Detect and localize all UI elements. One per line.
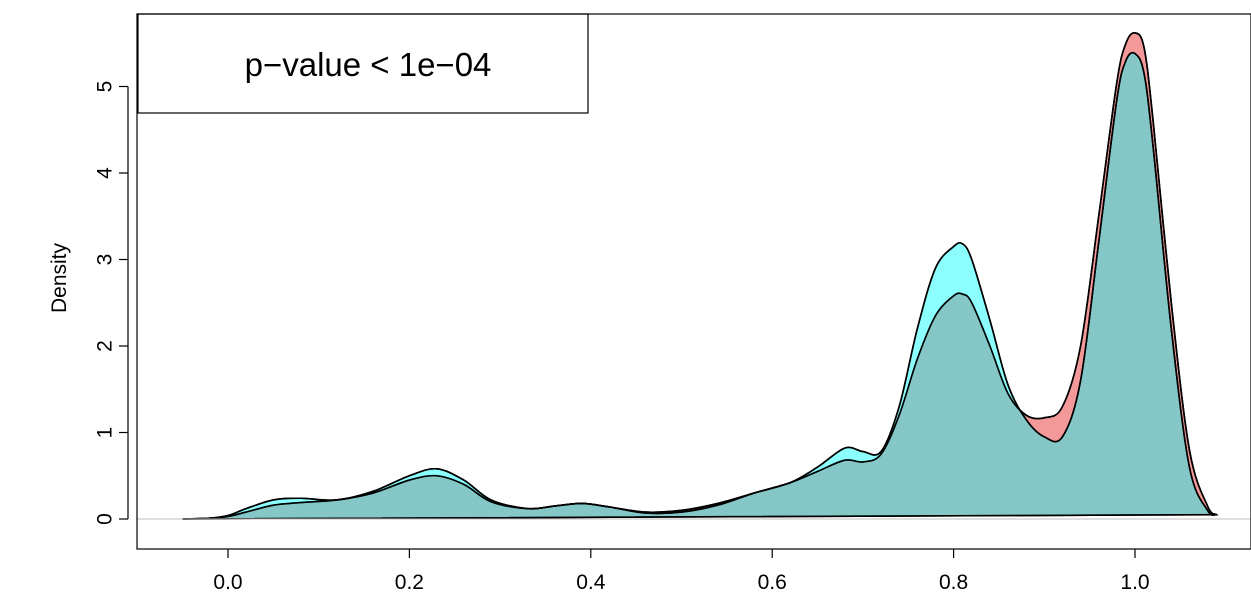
density-line-0 [182,31,1218,520]
y-tick-label: 2 [93,340,116,352]
overlay-lines [182,31,1218,520]
y-tick-label: 0 [93,513,116,525]
y-tick-label: 4 [93,167,116,179]
y-tick-label: 1 [93,427,116,439]
y-tick-label: 3 [93,254,116,266]
x-tick-label: 0.8 [939,571,968,594]
legend: p−value < 1e−04 [137,13,589,114]
density-area-1 [182,51,1217,520]
y-tick-label: 5 [93,81,116,93]
y-axis: 0 1 2 3 4 5 [93,81,129,525]
x-tick-label: 0.0 [213,571,242,594]
x-tick-label: 0.4 [576,571,606,594]
y-axis-title: Density [48,242,71,313]
x-tick-label: 0.6 [758,571,787,594]
legend-text: p−value < 1e−04 [245,46,492,83]
density-line-1 [182,51,1217,520]
plot-frame [136,13,1251,550]
x-tick-label: 1.0 [1120,571,1149,594]
x-axis: 0.0 0.2 0.4 0.6 0.8 1.0 [213,549,1150,594]
x-tick-label: 0.2 [395,571,424,594]
